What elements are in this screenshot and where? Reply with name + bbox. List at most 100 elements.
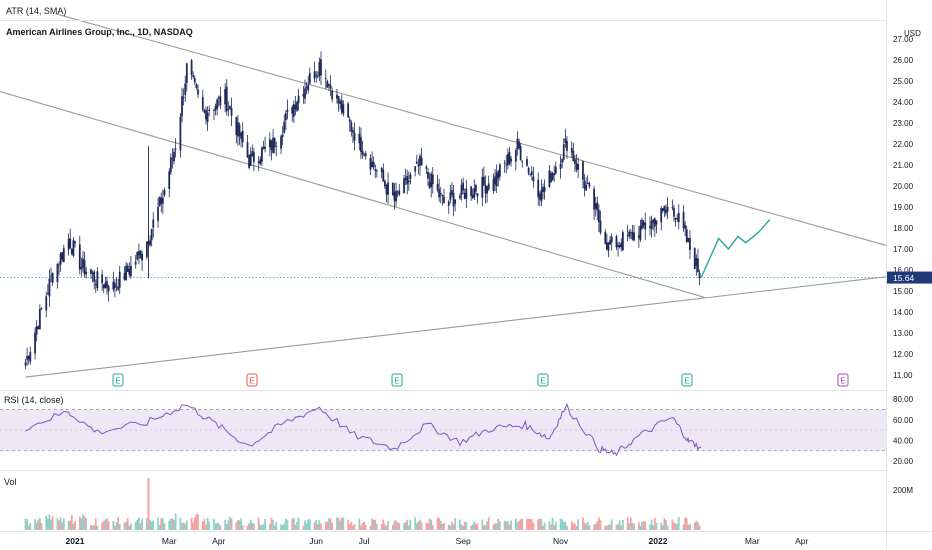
- candle-body: [337, 96, 340, 104]
- candle-body: [205, 109, 207, 120]
- candle-body: [45, 296, 48, 311]
- candle-body: [112, 281, 115, 290]
- candle-body: [687, 237, 690, 243]
- atr-indicator-label[interactable]: ATR (14, SMA): [6, 6, 66, 16]
- rsi-label[interactable]: RSI (14, close): [4, 395, 64, 405]
- volume-bar: [484, 524, 487, 530]
- volume-bar: [272, 520, 274, 530]
- volume-bar: [473, 521, 476, 530]
- volume-bar: [527, 518, 530, 530]
- symbol-legend[interactable]: American Airlines Group, Inc., 1D, NASDA…: [6, 27, 193, 37]
- candle-body: [473, 187, 476, 198]
- candle-body: [115, 286, 118, 287]
- volume-bar: [618, 520, 621, 530]
- price-tick-label: 21.00: [893, 161, 914, 170]
- volume-bar: [302, 525, 305, 530]
- candle-body: [208, 109, 211, 111]
- volume-bar: [548, 521, 551, 530]
- earnings-marker[interactable]: [112, 373, 124, 387]
- time-tick-label: Jul: [359, 536, 370, 546]
- candle-body: [74, 241, 76, 244]
- candle-body: [262, 146, 265, 150]
- candle-body: [550, 172, 552, 183]
- volume-bar: [415, 523, 418, 530]
- earnings-marker[interactable]: [391, 373, 403, 387]
- volume-bar: [174, 513, 177, 530]
- volume-bar: [554, 521, 557, 530]
- candle-body: [94, 284, 97, 286]
- earnings-marker[interactable]: [681, 373, 693, 387]
- price-tick-label: 14.00: [893, 308, 914, 317]
- candle-body: [425, 166, 428, 169]
- trendline-upper[interactable]: [55, 13, 887, 246]
- candle-body: [689, 238, 691, 251]
- volume-bar: [660, 522, 663, 530]
- candle-body: [161, 197, 164, 204]
- candle-body: [430, 173, 433, 188]
- price-axis[interactable]: 27.00 26.00 25.00 24.00 23.00 22.00 21.00 20.00…: [887, 35, 932, 380]
- price-tick-label: 22.00: [893, 140, 914, 149]
- candle-body: [615, 236, 618, 248]
- candle-body: [252, 152, 255, 162]
- candle-body: [292, 104, 295, 117]
- volume-bar: [677, 517, 680, 530]
- earnings-marker[interactable]: [537, 373, 549, 387]
- volume-bar: [134, 521, 137, 530]
- volume-bar: [431, 525, 434, 530]
- volume-bar: [257, 517, 260, 530]
- volume-bar: [291, 518, 294, 530]
- volume-bar: [374, 520, 377, 530]
- projection-line[interactable]: [700, 219, 771, 278]
- volume-bar: [375, 523, 378, 530]
- volume-bar: [161, 518, 164, 530]
- volume-bar: [137, 517, 140, 530]
- trendline-lower[interactable]: [25, 276, 887, 378]
- candle-body: [275, 146, 278, 148]
- candle-body: [562, 144, 565, 160]
- currency-label[interactable]: USD: [904, 29, 921, 38]
- volume-bar: [160, 518, 163, 530]
- volume-bar: [62, 518, 65, 530]
- volume-bar: [353, 524, 356, 530]
- candle-body: [168, 171, 171, 189]
- volume-bar: [559, 518, 562, 530]
- price-tick-label: 17.00: [893, 245, 914, 254]
- volume-bar: [652, 524, 655, 530]
- earnings-marker[interactable]: [246, 373, 258, 387]
- volume-bar: [147, 478, 150, 530]
- candle-body: [551, 173, 554, 180]
- volume-bar: [561, 519, 564, 530]
- candle-body: [633, 232, 635, 241]
- volume-bar: [235, 522, 238, 530]
- volume-bar: [516, 522, 519, 530]
- volume-bar: [308, 519, 311, 530]
- candle-body: [361, 150, 364, 155]
- time-tick-label: Apr: [212, 536, 225, 546]
- volume-bar: [307, 519, 310, 530]
- volume-bar: [593, 524, 596, 530]
- candle-body: [193, 78, 196, 83]
- volume-label[interactable]: Vol: [4, 477, 17, 487]
- trendline-middle[interactable]: [0, 90, 705, 298]
- volume-bar: [526, 518, 528, 530]
- volume-bar: [328, 518, 330, 530]
- time-axis[interactable]: 2021 Mar Apr Jun Jul Sep Nov 2022 Mar Apr: [66, 536, 809, 546]
- candle-body: [639, 225, 642, 240]
- price-tick-label: 20.00: [893, 182, 914, 191]
- candle-body: [248, 155, 251, 168]
- candle-body: [85, 271, 88, 274]
- rsi-line[interactable]: [25, 402, 702, 457]
- candle-body: [171, 158, 174, 159]
- candle-body: [610, 236, 613, 243]
- candle-body: [443, 196, 445, 203]
- volume-bar: [481, 519, 484, 530]
- earnings-marker[interactable]: [837, 373, 849, 387]
- volume-bar: [114, 525, 116, 530]
- volume-bar: [342, 517, 345, 530]
- candle-body: [529, 173, 532, 175]
- candle-body: [677, 212, 680, 223]
- volume-bar: [617, 523, 619, 530]
- candlestick-series: [24, 51, 701, 370]
- volume-bar: [292, 517, 295, 530]
- volume-bar: [58, 520, 60, 530]
